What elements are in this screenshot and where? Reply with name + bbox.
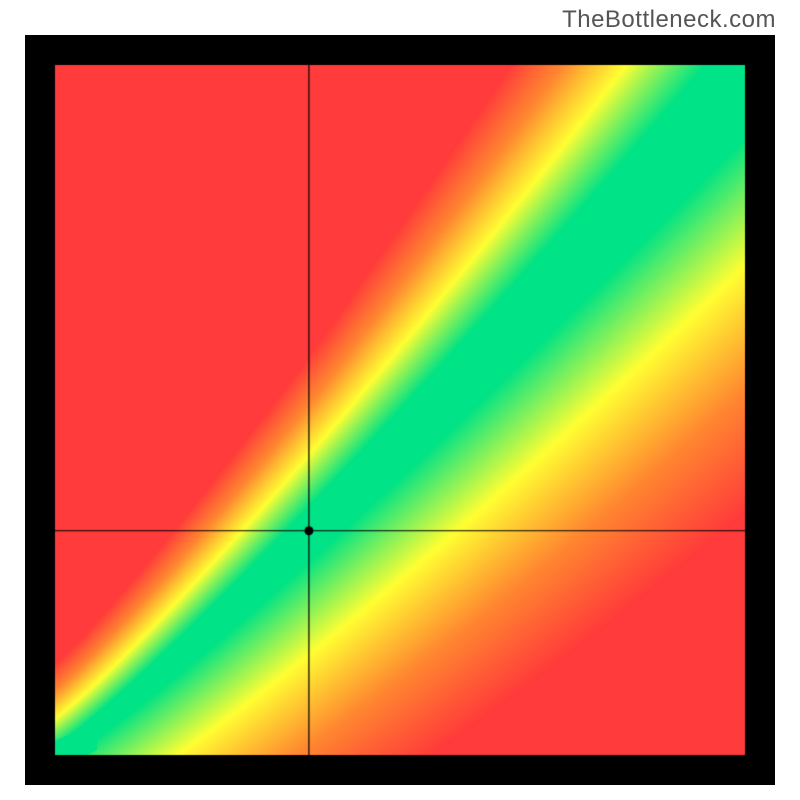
plot-area xyxy=(25,35,775,785)
chart-container: TheBottleneck.com xyxy=(0,0,800,800)
heatmap-canvas xyxy=(25,35,775,785)
watermark-text: TheBottleneck.com xyxy=(562,6,776,34)
